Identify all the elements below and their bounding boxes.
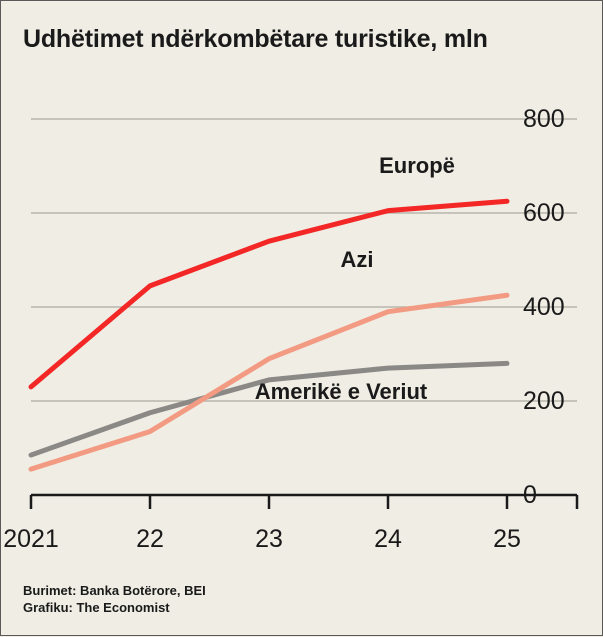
x-tick-label: 23: [255, 525, 283, 553]
x-tick-label: 24: [374, 525, 402, 553]
series-label-Europë: Europë: [379, 153, 455, 178]
footer-sources: Burimet: Banka Botërore, BEI: [23, 582, 206, 600]
y-tick-label: 600: [523, 199, 565, 227]
footer-credit: Grafiku: The Economist: [23, 599, 206, 617]
y-tick-label: 800: [523, 105, 565, 133]
series-label-Amerikë e Veriut: Amerikë e Veriut: [255, 379, 428, 404]
chart-container: Udhëtimet ndërkombëtare turistike, mln 0…: [0, 0, 603, 636]
y-tick-label: 200: [523, 387, 565, 415]
series-line-Amerikë e Veriut: [31, 363, 507, 455]
chart-canvas: 0200400600800202122232425EuropëAziAmerik…: [1, 1, 603, 637]
x-tick-label: 22: [136, 525, 164, 553]
x-tick-label: 25: [493, 525, 521, 553]
x-tick-label: 2021: [3, 525, 59, 553]
y-tick-label: 400: [523, 293, 565, 321]
chart-footer: Burimet: Banka Botërore, BEI Grafiku: Th…: [23, 582, 206, 617]
series-label-Azi: Azi: [341, 247, 374, 272]
